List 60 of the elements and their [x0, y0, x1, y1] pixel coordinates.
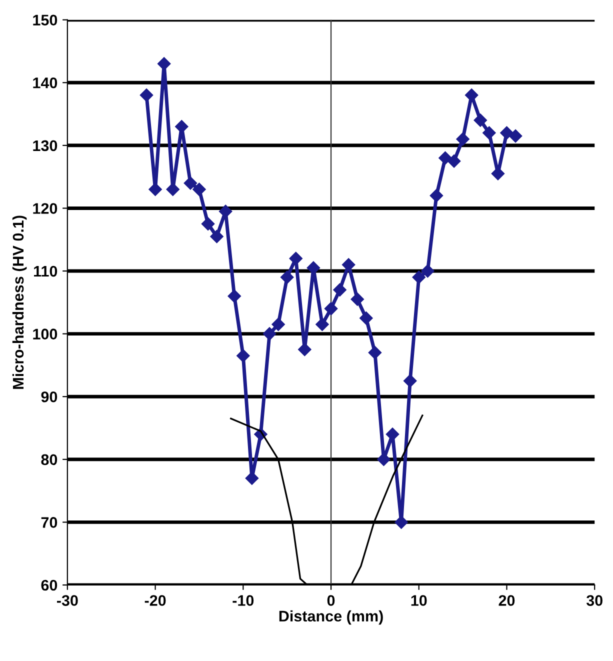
point	[324, 302, 338, 316]
point	[262, 327, 276, 340]
point	[456, 132, 470, 146]
y-tick-label: 150	[33, 14, 58, 26]
point	[438, 151, 452, 165]
point	[184, 176, 198, 190]
point	[412, 270, 426, 284]
point	[298, 342, 312, 356]
point	[404, 374, 417, 388]
point	[482, 126, 496, 140]
y-tick-label: 80	[41, 454, 58, 466]
point	[306, 261, 320, 274]
point	[342, 258, 356, 272]
x-tick-label: -10	[232, 595, 254, 606]
point	[360, 312, 373, 325]
point	[228, 290, 241, 303]
point	[447, 154, 461, 168]
point	[280, 270, 294, 284]
y-tick-label: 120	[33, 203, 58, 214]
point	[350, 292, 364, 306]
point	[166, 182, 180, 196]
y-tick-label: 130	[33, 140, 58, 152]
y-tick-label: 70	[41, 517, 58, 528]
point	[508, 129, 522, 143]
x-axis-title: Distance (mm)	[279, 610, 383, 625]
x-tick-label: 30	[586, 595, 602, 606]
point	[333, 283, 346, 296]
y-tick-label: 100	[33, 328, 58, 340]
point	[210, 230, 224, 244]
point	[316, 318, 329, 331]
point	[236, 349, 250, 362]
x-tick-label: 10	[411, 595, 427, 606]
point	[386, 428, 400, 441]
point	[289, 252, 302, 266]
x-tick-label: 20	[498, 595, 515, 606]
point	[245, 472, 259, 485]
point	[140, 88, 154, 102]
point	[201, 217, 215, 230]
x-tick-label: -30	[56, 595, 78, 606]
x-tick-label: 0	[327, 595, 335, 606]
y-tick-label: 110	[34, 266, 58, 277]
point	[377, 452, 390, 466]
point	[474, 114, 487, 127]
point	[430, 189, 444, 202]
y-tick-label: 60	[41, 580, 58, 591]
point	[368, 346, 382, 360]
point	[421, 264, 434, 278]
point	[148, 182, 162, 196]
point	[500, 126, 514, 140]
point	[218, 204, 232, 218]
point	[491, 167, 505, 180]
point	[272, 318, 285, 331]
point	[394, 516, 408, 529]
y-tick-label: 90	[41, 391, 58, 402]
x-tick-label: -20	[144, 595, 166, 606]
point	[175, 120, 188, 134]
y-axis-title: Micro-hardness (HV 0.1)	[12, 216, 27, 389]
point	[192, 182, 206, 196]
y-tick-label: 140	[33, 77, 58, 88]
point	[157, 57, 171, 70]
